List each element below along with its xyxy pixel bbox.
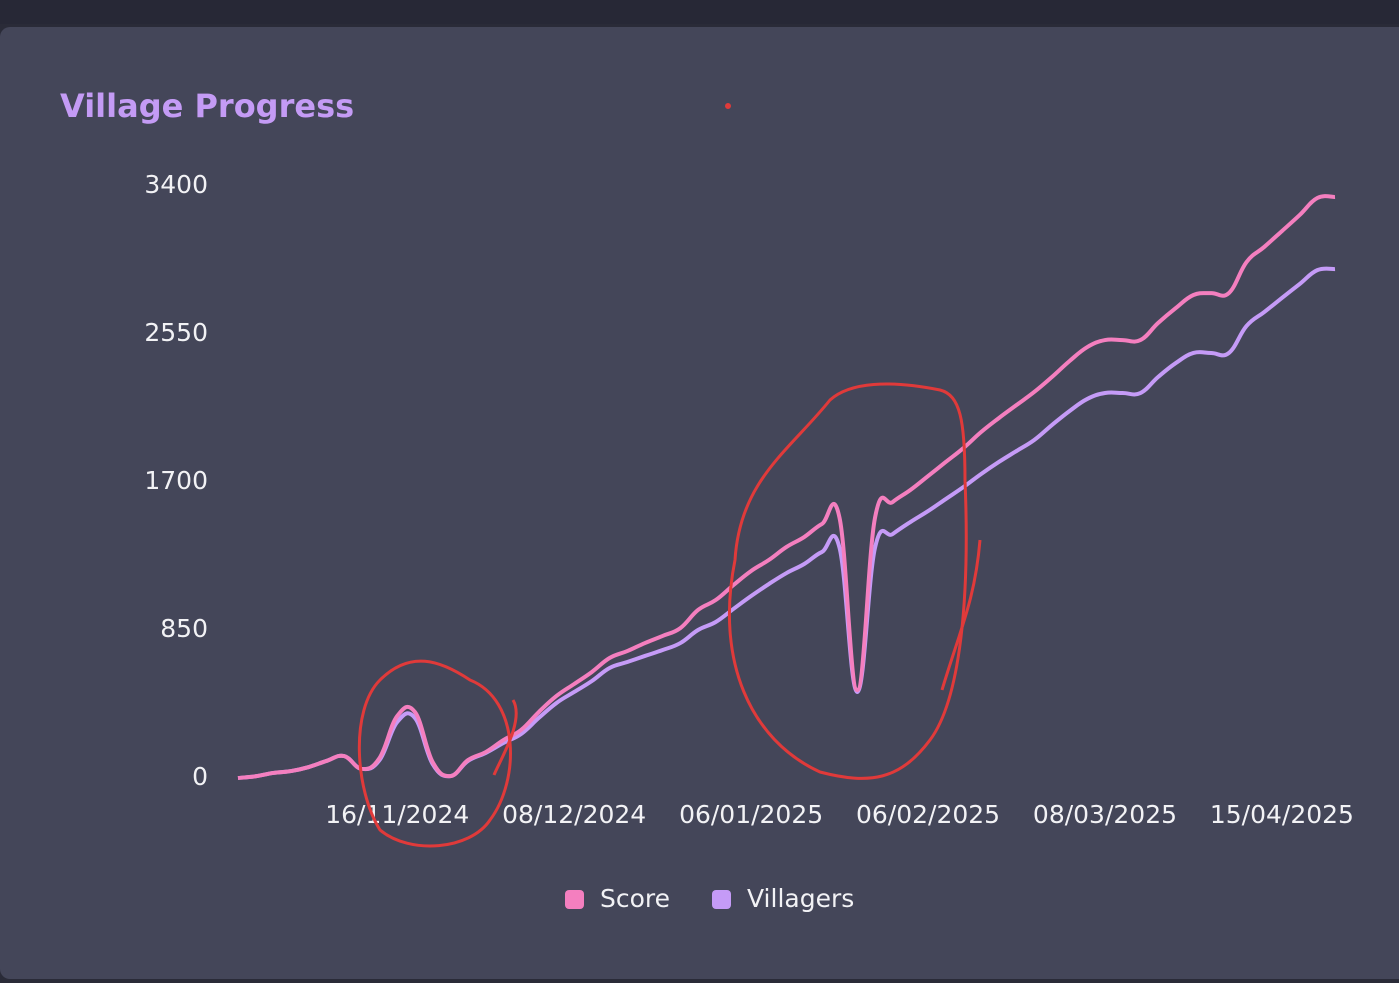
annotations bbox=[357, 103, 982, 848]
legend-swatch bbox=[712, 890, 731, 909]
x-tick-label: 08/03/2025 bbox=[1033, 800, 1177, 829]
annotation-stroke bbox=[940, 539, 982, 691]
annotation-dot bbox=[725, 103, 731, 109]
y-tick-label: 2550 bbox=[144, 318, 208, 347]
x-tick-label: 15/04/2025 bbox=[1210, 800, 1354, 829]
y-tick-label: 0 bbox=[192, 762, 208, 791]
chart-title: Village Progress bbox=[60, 87, 354, 125]
legend-swatch bbox=[565, 890, 584, 909]
y-tick-label: 850 bbox=[160, 614, 208, 643]
legend-label: Villagers bbox=[747, 884, 854, 913]
card bbox=[0, 27, 1399, 979]
y-tick-label: 1700 bbox=[144, 466, 208, 495]
annotation-circle bbox=[357, 659, 512, 848]
x-tick-label: 06/02/2025 bbox=[856, 800, 1000, 829]
series-line bbox=[237, 194, 1336, 780]
plot: 0 850 1700 2550 3400 16/11/2024 08/12/2024 06/0… bbox=[144, 170, 1354, 913]
top-bar bbox=[0, 0, 1399, 24]
legend-label: Score bbox=[600, 884, 670, 913]
x-tick-label: 16/11/2024 bbox=[325, 800, 469, 829]
x-tick-label: 06/01/2025 bbox=[679, 800, 823, 829]
x-tick-label: 08/12/2024 bbox=[502, 800, 646, 829]
y-tick-label: 3400 bbox=[144, 170, 208, 199]
annotation-circle bbox=[727, 382, 968, 780]
annotation-stroke bbox=[492, 699, 518, 776]
